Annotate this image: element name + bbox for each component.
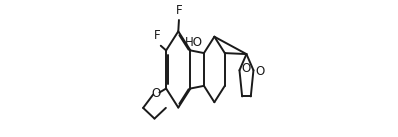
Text: F: F <box>154 29 160 42</box>
Text: O: O <box>241 62 250 75</box>
Text: O: O <box>255 65 264 78</box>
Text: O: O <box>152 87 161 100</box>
Text: HO: HO <box>185 36 203 49</box>
Text: F: F <box>176 4 182 17</box>
